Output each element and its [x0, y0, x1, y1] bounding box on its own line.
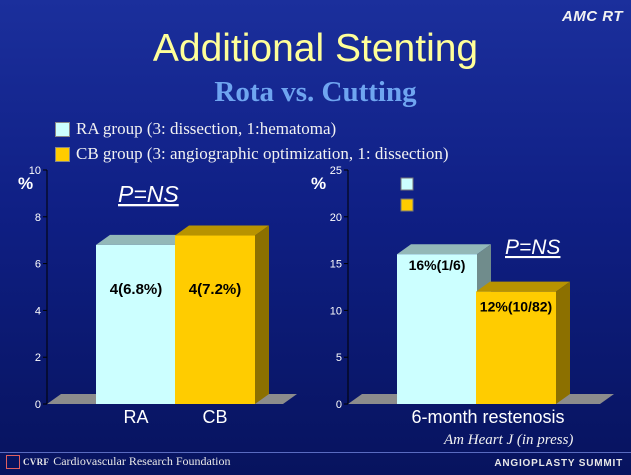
chart1-x-tick-label: RA — [123, 407, 148, 427]
chart1-x-tick-label: CB — [202, 407, 227, 427]
cvrf-logo-icon — [6, 454, 20, 469]
chart1-data-label: 4(7.2%) — [189, 281, 242, 298]
chart1-y-tick-label: 8 — [35, 212, 41, 224]
chart1-bar-cb — [175, 235, 255, 404]
chart2-legend-swatch-cb — [400, 198, 414, 212]
chart2-data-label: 12%(10/82) — [480, 298, 552, 314]
footer-org: CVRF Cardiovascular Research Foundation — [6, 454, 230, 469]
chart2-legend-swatch-ra — [400, 177, 414, 191]
slide-title: Additional Stenting — [152, 27, 479, 70]
legend-swatch-cb — [55, 146, 70, 162]
chart1-bar-cb-side — [255, 225, 269, 404]
chart2-annotation: P=NS — [505, 236, 560, 259]
chart2-y-tick-label: 5 — [336, 352, 342, 364]
footer-logo-text: CVRF — [23, 456, 50, 467]
chart1-y-tick-label: 0 — [35, 399, 41, 411]
chart1-annotation: P=NS — [118, 181, 179, 207]
footer-org-name: Cardiovascular Research Foundation — [53, 454, 231, 468]
chart1-y-label: % — [18, 174, 33, 193]
chart1-bar-cb-top — [175, 225, 269, 236]
chart2-bar-ra — [397, 254, 477, 404]
chart1-data-label: 4(6.8%) — [110, 281, 163, 298]
legend-label-cb: CB group (3: angiographic optimization, … — [76, 144, 449, 163]
chart2-y-tick-label: 10 — [330, 305, 342, 317]
chart1-y-tick-label: 4 — [35, 305, 41, 317]
chart2-bar-ra-top — [397, 244, 491, 255]
chart2-data-label: 16%(1/6) — [409, 257, 466, 273]
corner-label: AMC RT — [561, 8, 623, 25]
chart2-bar-cb-top — [476, 281, 570, 292]
slide-subtitle: Rota vs. Cutting — [214, 76, 417, 108]
chart1-y-tick-label: 6 — [35, 259, 41, 271]
chart2-y-tick-label: 0 — [336, 399, 342, 411]
legend-label-ra: RA group (3: dissection, 1:hematoma) — [76, 119, 337, 138]
chart2-y-tick-label: 20 — [330, 212, 342, 224]
chart2-bar-cb — [476, 291, 556, 404]
legend-swatch-ra — [55, 121, 70, 137]
chart2-y-tick-label: 25 — [330, 165, 342, 177]
legend-item-ra: RA group (3: dissection, 1:hematoma) — [55, 119, 336, 139]
footer-divider — [0, 452, 631, 453]
chart1-bar-ra-top — [96, 234, 190, 245]
footer-right-label: ANGIOPLASTY SUMMIT — [494, 458, 623, 469]
chart2-y-tick-label: 15 — [330, 259, 342, 271]
citation: Am Heart J (in press) — [444, 432, 574, 448]
chart1-y-tick-label: 10 — [29, 165, 41, 177]
legend-item-cb: CB group (3: angiographic optimization, … — [55, 144, 449, 164]
chart1-bar-ra — [96, 244, 176, 404]
chart1-y-tick-label: 2 — [35, 352, 41, 364]
chart2-x-label: 6-month restenosis — [411, 407, 564, 427]
chart2-bar-cb-side — [556, 281, 570, 404]
chart2-y-label: % — [311, 174, 326, 193]
